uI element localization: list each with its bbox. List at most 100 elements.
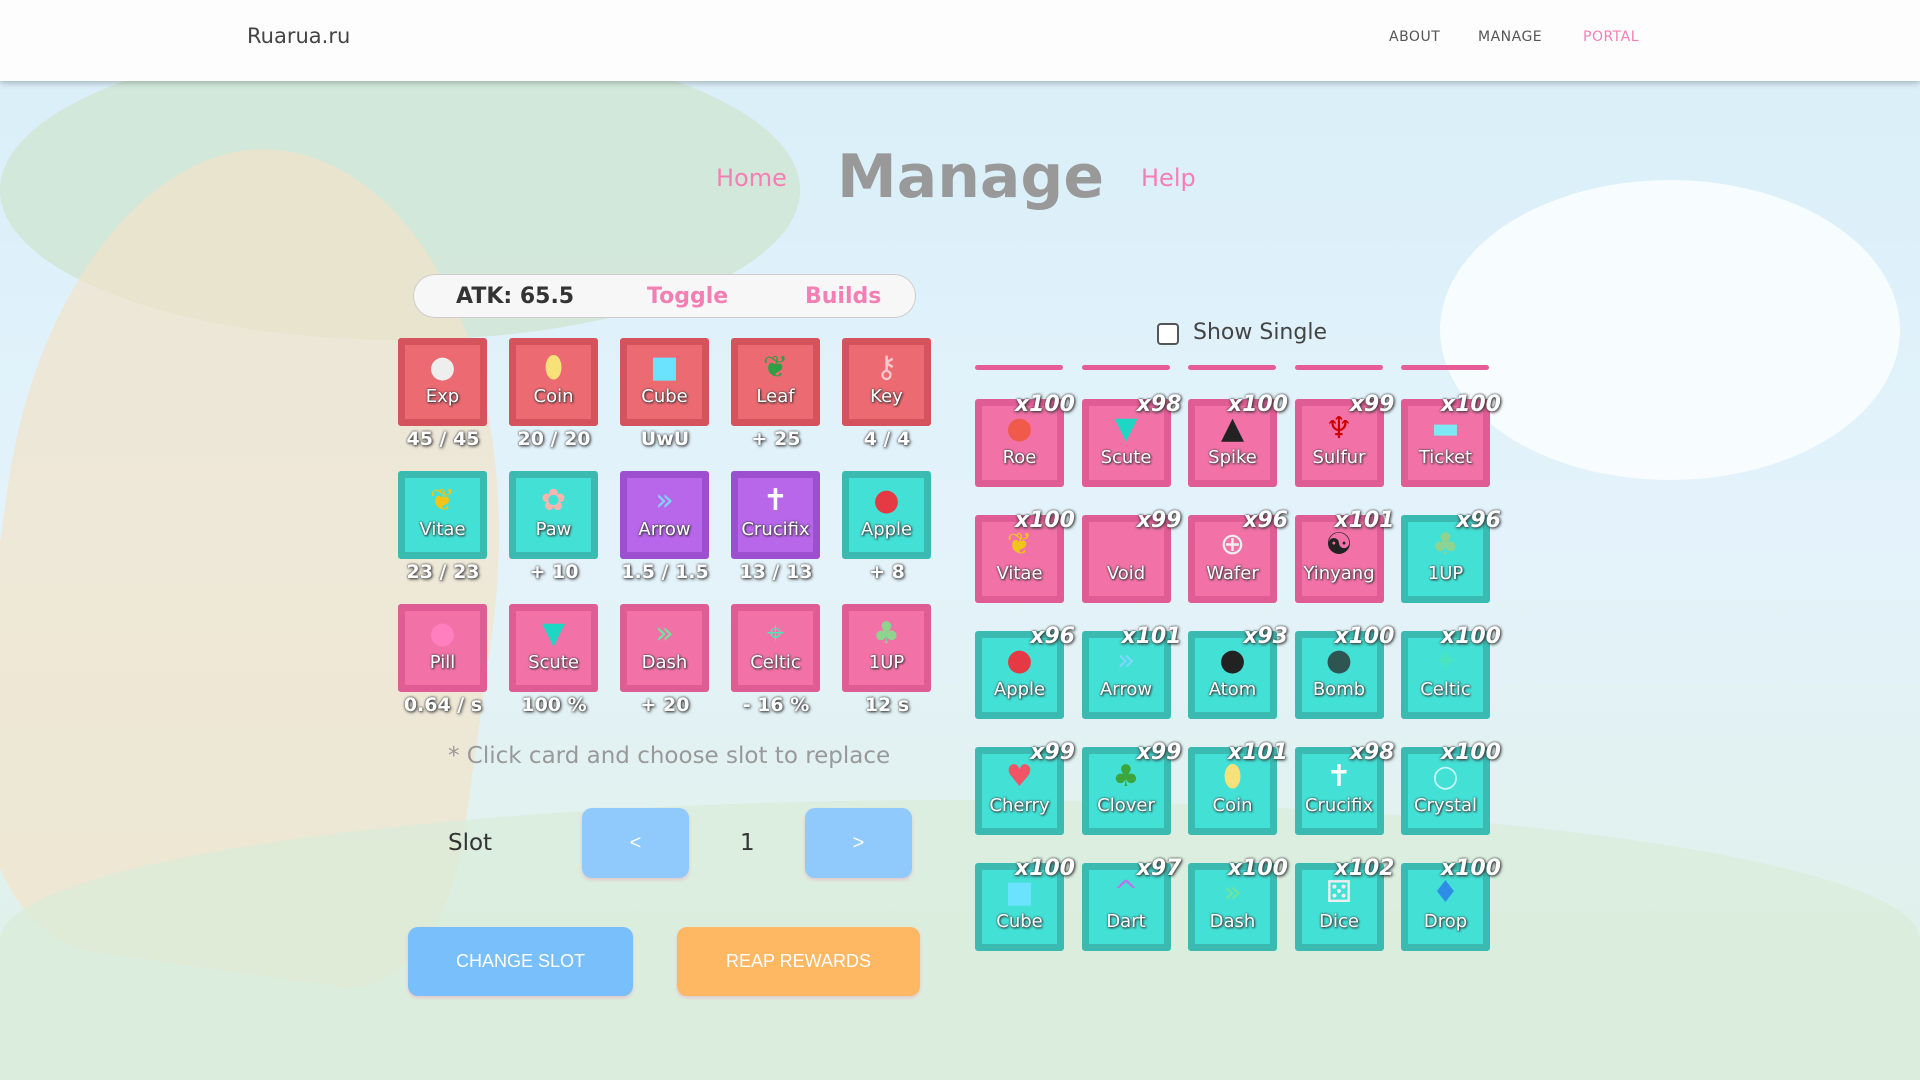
equipped-card[interactable]: ❦ Vitae: [398, 471, 487, 559]
card-stat-value: 0.64 / s: [403, 694, 483, 716]
item-count-badge: x100: [1440, 856, 1501, 881]
equipped-card[interactable]: ♣ 1UP: [842, 604, 931, 692]
inventory-card[interactable]: ■ Cube x100: [975, 856, 1075, 951]
inventory-card[interactable]: ▲ Spike x100: [1188, 392, 1288, 487]
inventory-card[interactable]: Void x99: [1081, 508, 1182, 603]
card-label: 1UP: [1427, 563, 1464, 584]
yinyang-icon: ☯: [1325, 527, 1353, 562]
drop-icon: ♦: [1432, 875, 1459, 910]
orb-icon: ●: [429, 350, 456, 385]
inventory-card[interactable]: ♣ 1UP x96: [1401, 508, 1501, 603]
card-label: Bomb: [1312, 679, 1366, 700]
equipped-card[interactable]: ▼ Scute: [509, 604, 598, 692]
equipped-card[interactable]: ⌖ Celtic: [731, 604, 820, 692]
equipped-card[interactable]: ■ Cube: [620, 338, 709, 426]
inventory-card[interactable]: » Dash x100: [1188, 856, 1288, 951]
site-logo[interactable]: Ruarua.ru: [247, 24, 351, 48]
inventory-card[interactable]: ❦ Vitae x100: [975, 508, 1075, 603]
inventory-card[interactable]: ▬ Ticket x100: [1401, 392, 1501, 487]
double-chevron-icon: »: [1116, 643, 1136, 678]
cube-icon: ■: [1005, 875, 1034, 910]
nav-about[interactable]: ABOUT: [1389, 29, 1441, 45]
double-chevron-icon: »: [655, 483, 674, 518]
card-stat-value: 13 / 13: [739, 561, 813, 583]
show-single-checkbox[interactable]: [1157, 323, 1179, 345]
vitae-leaf-icon: ❦: [429, 483, 456, 518]
card-label: Sulfur: [1312, 447, 1366, 468]
background-cloud: [1440, 180, 1900, 480]
card-label: Dash: [1209, 911, 1256, 932]
inventory-card[interactable]: ♣ Clover x99: [1081, 740, 1182, 835]
inventory-card[interactable]: ✝ Crucifix x98: [1294, 740, 1395, 835]
inventory-card[interactable]: ● Apple x96: [975, 624, 1075, 719]
card-label: Scute: [1100, 447, 1152, 468]
equipped-card[interactable]: ✿ Paw: [509, 471, 598, 559]
inventory-card[interactable]: ^ Dart x97: [1081, 856, 1182, 951]
item-count-badge: x100: [1440, 392, 1501, 417]
equipped-card[interactable]: ● Exp: [398, 338, 487, 426]
inventory-card[interactable]: ● Bomb x100: [1294, 624, 1395, 719]
card-label: Ticket: [1418, 447, 1473, 468]
crystal-icon: ○: [1432, 759, 1459, 794]
inventory-card[interactable]: ○ Crystal x100: [1401, 740, 1501, 835]
inventory-card[interactable]: ● Atom x93: [1188, 624, 1288, 719]
cherry-icon: ♥: [1006, 759, 1033, 794]
card-stat-value: + 25: [751, 428, 801, 450]
slot-label: Slot: [448, 830, 493, 856]
inventory-card[interactable]: ♆ Sulfur x99: [1294, 392, 1395, 487]
paw-icon: ✿: [540, 483, 567, 518]
equipped-card[interactable]: ✝ Crucifix: [731, 471, 820, 559]
prev-slot-button[interactable]: <: [582, 808, 689, 878]
inventory-card[interactable]: ▼ Scute x98: [1081, 392, 1182, 487]
inventory-card[interactable]: ⊕ Wafer x96: [1188, 508, 1288, 603]
nav-portal[interactable]: PORTAL: [1583, 29, 1640, 45]
builds-button[interactable]: Builds: [805, 284, 882, 309]
inventory-card[interactable]: ⌖ Celtic x100: [1401, 624, 1501, 719]
card-label: Dart: [1106, 911, 1146, 932]
equipped-card[interactable]: » Arrow: [620, 471, 709, 559]
equipped-card[interactable]: ● Apple: [842, 471, 931, 559]
change-slot-button[interactable]: CHANGE SLOT: [408, 927, 633, 996]
inventory-card[interactable]: ⬮ Coin x101: [1188, 740, 1288, 835]
item-count-badge: x100: [1440, 624, 1501, 649]
equipped-card[interactable]: » Dash: [620, 604, 709, 692]
inventory-card[interactable]: ♦ Drop x100: [1401, 856, 1501, 951]
equipped-card[interactable]: ⬮ Coin: [509, 338, 598, 426]
next-slot-button[interactable]: >: [805, 808, 912, 878]
item-count-badge: x93: [1243, 624, 1288, 649]
card-label: Exp: [425, 386, 460, 407]
equipped-card[interactable]: ❦ Leaf: [731, 338, 820, 426]
dice-icon: ⚄: [1325, 875, 1353, 910]
item-count-badge: x96: [1243, 508, 1288, 533]
card-label: Coin: [533, 386, 574, 407]
home-link[interactable]: Home: [716, 164, 787, 192]
item-count-badge: x100: [1014, 856, 1075, 881]
card-label: Key: [870, 386, 903, 407]
nav-manage[interactable]: MANAGE: [1478, 29, 1543, 45]
inventory-card[interactable]: ♥ Cherry x99: [975, 740, 1075, 835]
item-count-badge: x96: [1030, 624, 1075, 649]
show-single-label[interactable]: Show Single: [1193, 320, 1327, 345]
equipped-card[interactable]: ● Pill: [398, 604, 487, 692]
item-count-badge: x100: [1227, 856, 1288, 881]
reap-rewards-button[interactable]: REAP REWARDS: [677, 927, 920, 996]
cross-icon: ✝: [1326, 759, 1352, 794]
coin-icon: ⬮: [544, 350, 563, 385]
page-title: Manage: [837, 142, 1105, 212]
celtic-cross-icon: ⌖: [1437, 643, 1454, 678]
slot-number: 1: [740, 830, 755, 856]
inventory-card[interactable]: ● Roe x100: [975, 392, 1075, 487]
card-label: Pill: [429, 652, 456, 673]
inventory-card[interactable]: ☯ Yinyang x101: [1294, 508, 1395, 603]
apple-icon: ●: [873, 483, 900, 518]
help-link[interactable]: Help: [1141, 164, 1196, 192]
inventory-card[interactable]: ⚄ Dice x102: [1294, 856, 1395, 951]
equipped-card[interactable]: ⚷ Key: [842, 338, 931, 426]
toggle-button[interactable]: Toggle: [647, 284, 729, 309]
inventory-card[interactable]: » Arrow x101: [1081, 624, 1182, 719]
hint-text: * Click card and choose slot to replace: [448, 743, 891, 769]
card-label: Atom: [1208, 679, 1257, 700]
item-count-badge: x99: [1136, 508, 1182, 533]
celtic-cross-icon: ⌖: [767, 616, 784, 651]
card-label: Dash: [641, 652, 688, 673]
